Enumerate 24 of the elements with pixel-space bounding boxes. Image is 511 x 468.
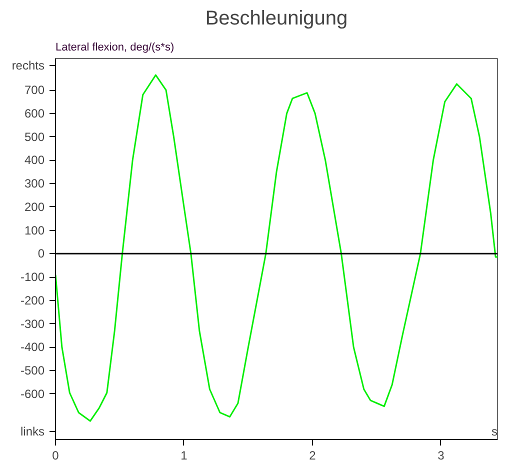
y-tick-label: 400: [24, 153, 45, 168]
chart-title: Beschleunigung: [205, 8, 348, 30]
x-tick-label: 0: [52, 448, 60, 462]
y-tick-label: rechts: [12, 58, 45, 73]
y-tick-label: -600: [20, 386, 45, 401]
x-tick-label: 1: [180, 448, 188, 462]
y-tick-label: -100: [20, 270, 45, 284]
y-tick-label: -400: [20, 340, 45, 354]
y-tick-label: 600: [24, 106, 45, 120]
y-tick-label: -300: [20, 316, 45, 331]
y-axis-title: Lateral flexion, deg/(s*s): [56, 42, 174, 54]
y-tick-label: 0: [38, 246, 45, 261]
y-tick-label: 200: [24, 200, 45, 214]
y-tick-label: links: [20, 424, 45, 438]
line-series: [56, 74, 498, 422]
x-axis-title: s: [492, 424, 498, 438]
x-tick-label: 3: [438, 448, 445, 462]
x-tick-label: 2: [309, 448, 316, 462]
y-tick-label: 700: [24, 83, 45, 98]
y-tick-label: -200: [20, 293, 45, 308]
y-tick-label: 100: [24, 223, 45, 238]
y-tick-label: 500: [24, 130, 45, 144]
y-tick-label: 300: [24, 176, 45, 191]
y-tick-label: -500: [20, 364, 45, 378]
